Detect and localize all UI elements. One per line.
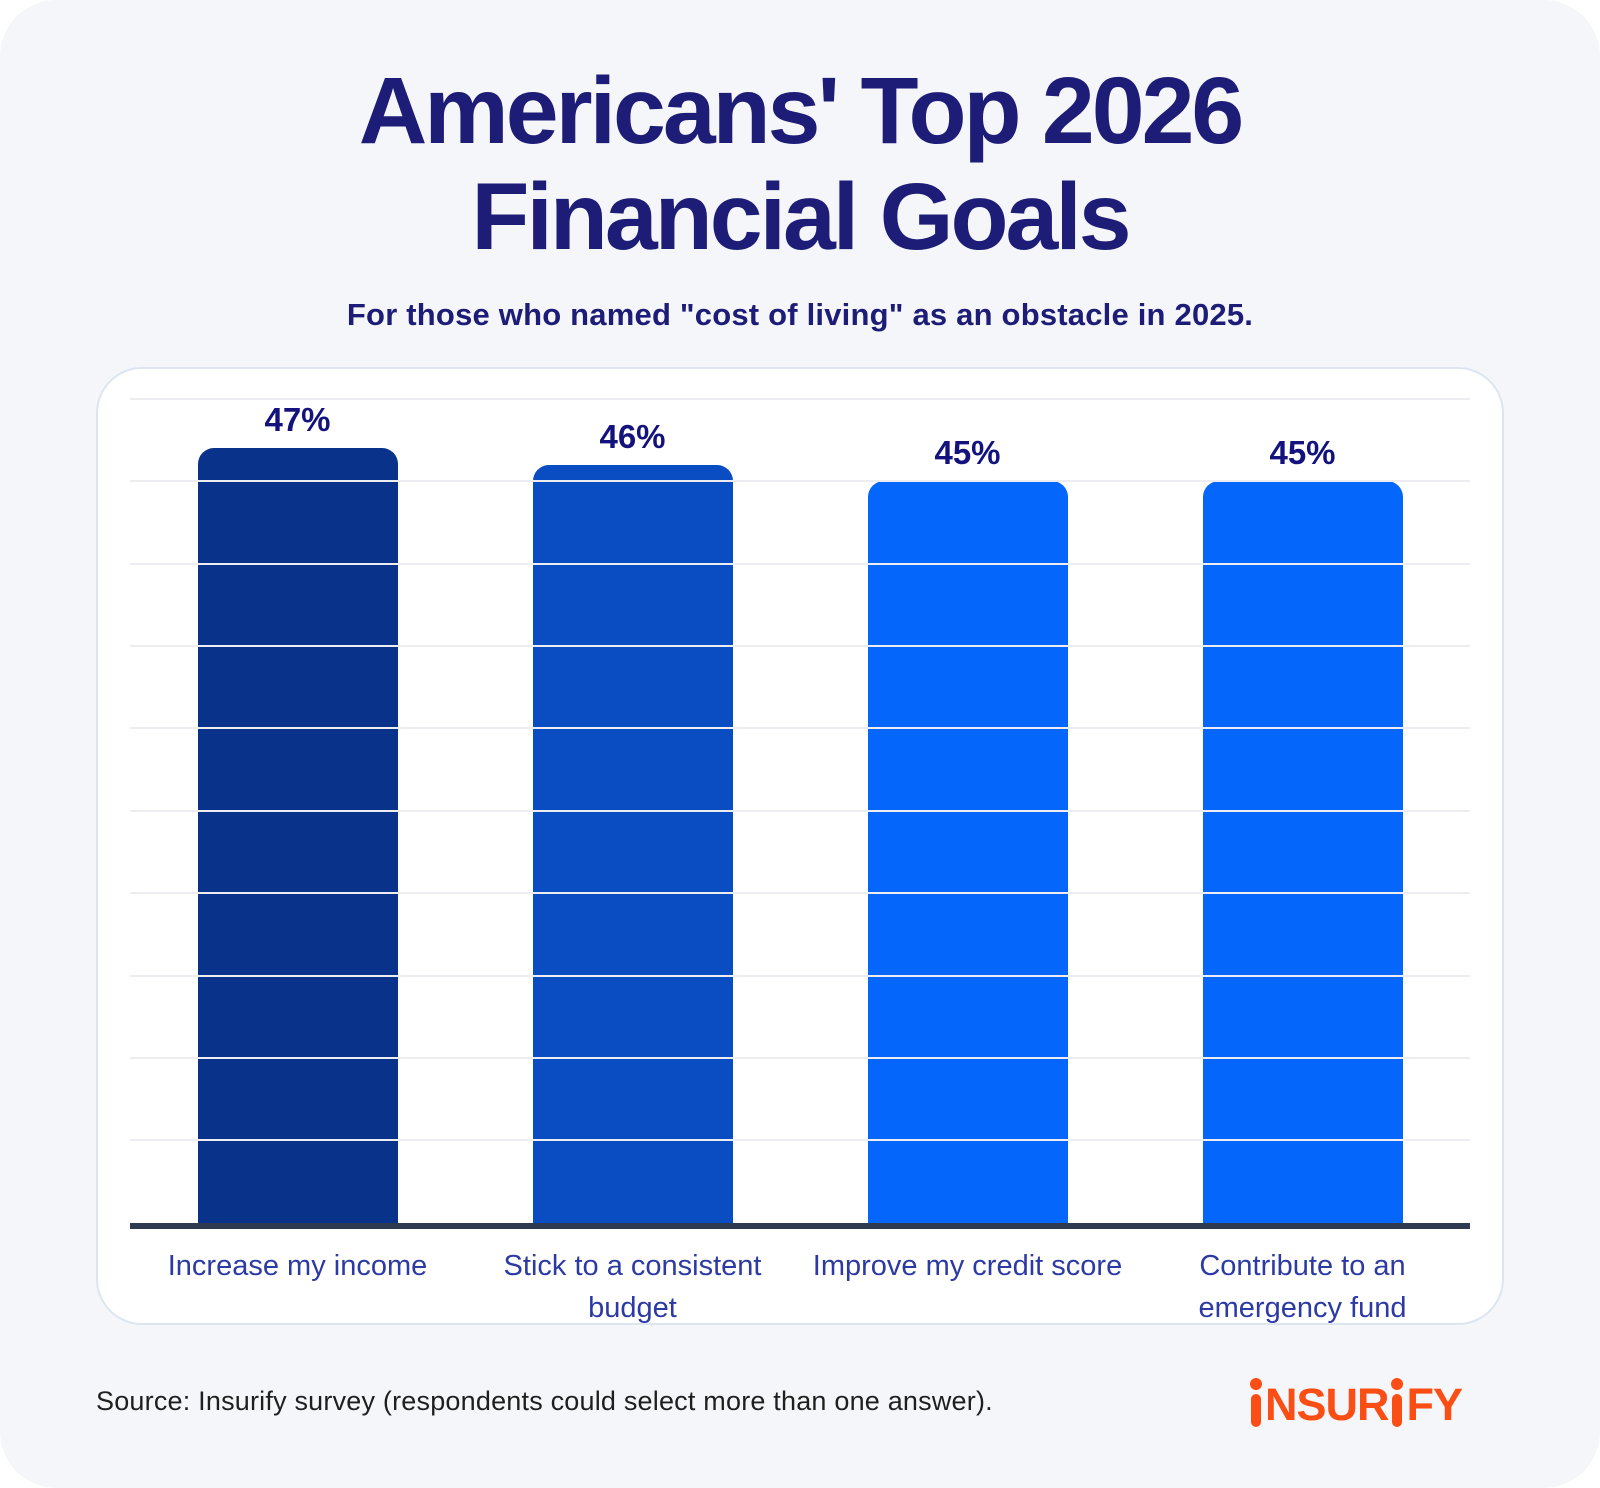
logo-letter-i-icon	[1392, 1394, 1403, 1428]
bars-container: 47% 46% 45% 45%	[130, 399, 1470, 1223]
logo-letter-i-icon	[1250, 1394, 1261, 1428]
logo-letter: R	[1356, 1379, 1389, 1431]
bar-group: 46%	[465, 399, 800, 1223]
logo-letter: U	[1325, 1379, 1357, 1431]
page-title-line2: Financial Goals	[471, 164, 1131, 271]
bar-value-label: 47%	[264, 401, 331, 439]
gridline	[130, 974, 1470, 977]
bar-chart-plot: 47% 46% 45% 45%	[130, 397, 1470, 1229]
bar	[532, 464, 733, 1223]
gridline	[130, 480, 1470, 483]
category-label-cell: Stick to a consistent budget	[465, 1245, 800, 1324]
chart-card: 47% 46% 45% 45% Increase my income Stick to …	[96, 366, 1504, 1325]
category-label: Improve my credit score	[812, 1249, 1123, 1282]
category-labels-row: Increase my income Stick to a consistent …	[130, 1245, 1470, 1324]
bar	[197, 448, 398, 1223]
page-title-line1: Americans' Top 2026	[358, 58, 1245, 164]
bar-group: 47%	[130, 399, 465, 1223]
gridline	[130, 892, 1470, 895]
gridline	[130, 1139, 1470, 1142]
bar-value-label: 45%	[934, 434, 1001, 472]
header: Americans' Top 2026 Financial Goals For t…	[0, 0, 1600, 333]
category-label: Increase my income	[167, 1249, 428, 1282]
category-label: Stick to a consistent budget	[503, 1249, 762, 1324]
gridline	[130, 397, 1470, 400]
logo-letter: N	[1264, 1379, 1297, 1431]
footer: Source: Insurify survey (respondents cou…	[0, 1325, 1600, 1488]
bar-value-label: 46%	[599, 417, 666, 455]
category-label-cell: Improve my credit score	[800, 1245, 1135, 1323]
gridline	[130, 1056, 1470, 1059]
page-subtitle: For those who named "cost of living" as …	[346, 296, 1254, 332]
category-label: Contribute to an emergency fund	[1198, 1249, 1407, 1324]
category-label-cell: Contribute to an emergency fund	[1135, 1245, 1470, 1324]
logo-letter: Y	[1432, 1379, 1463, 1431]
logo-letter: F	[1406, 1379, 1433, 1431]
bar-group: 45%	[800, 399, 1135, 1223]
logo-letter: S	[1296, 1379, 1326, 1431]
category-label-cell: Increase my income	[130, 1245, 465, 1323]
gridline	[130, 562, 1470, 565]
source-text: Source: Insurify survey (respondents cou…	[96, 1385, 993, 1416]
bar-value-label: 45%	[1269, 434, 1336, 472]
page-title: Americans' Top 2026 Financial Goals	[0, 58, 1600, 271]
bar	[1202, 481, 1403, 1223]
bar-group: 45%	[1135, 399, 1470, 1223]
gridline	[130, 727, 1470, 730]
gridline	[130, 644, 1470, 647]
bar	[867, 481, 1068, 1223]
gridline	[130, 809, 1470, 812]
